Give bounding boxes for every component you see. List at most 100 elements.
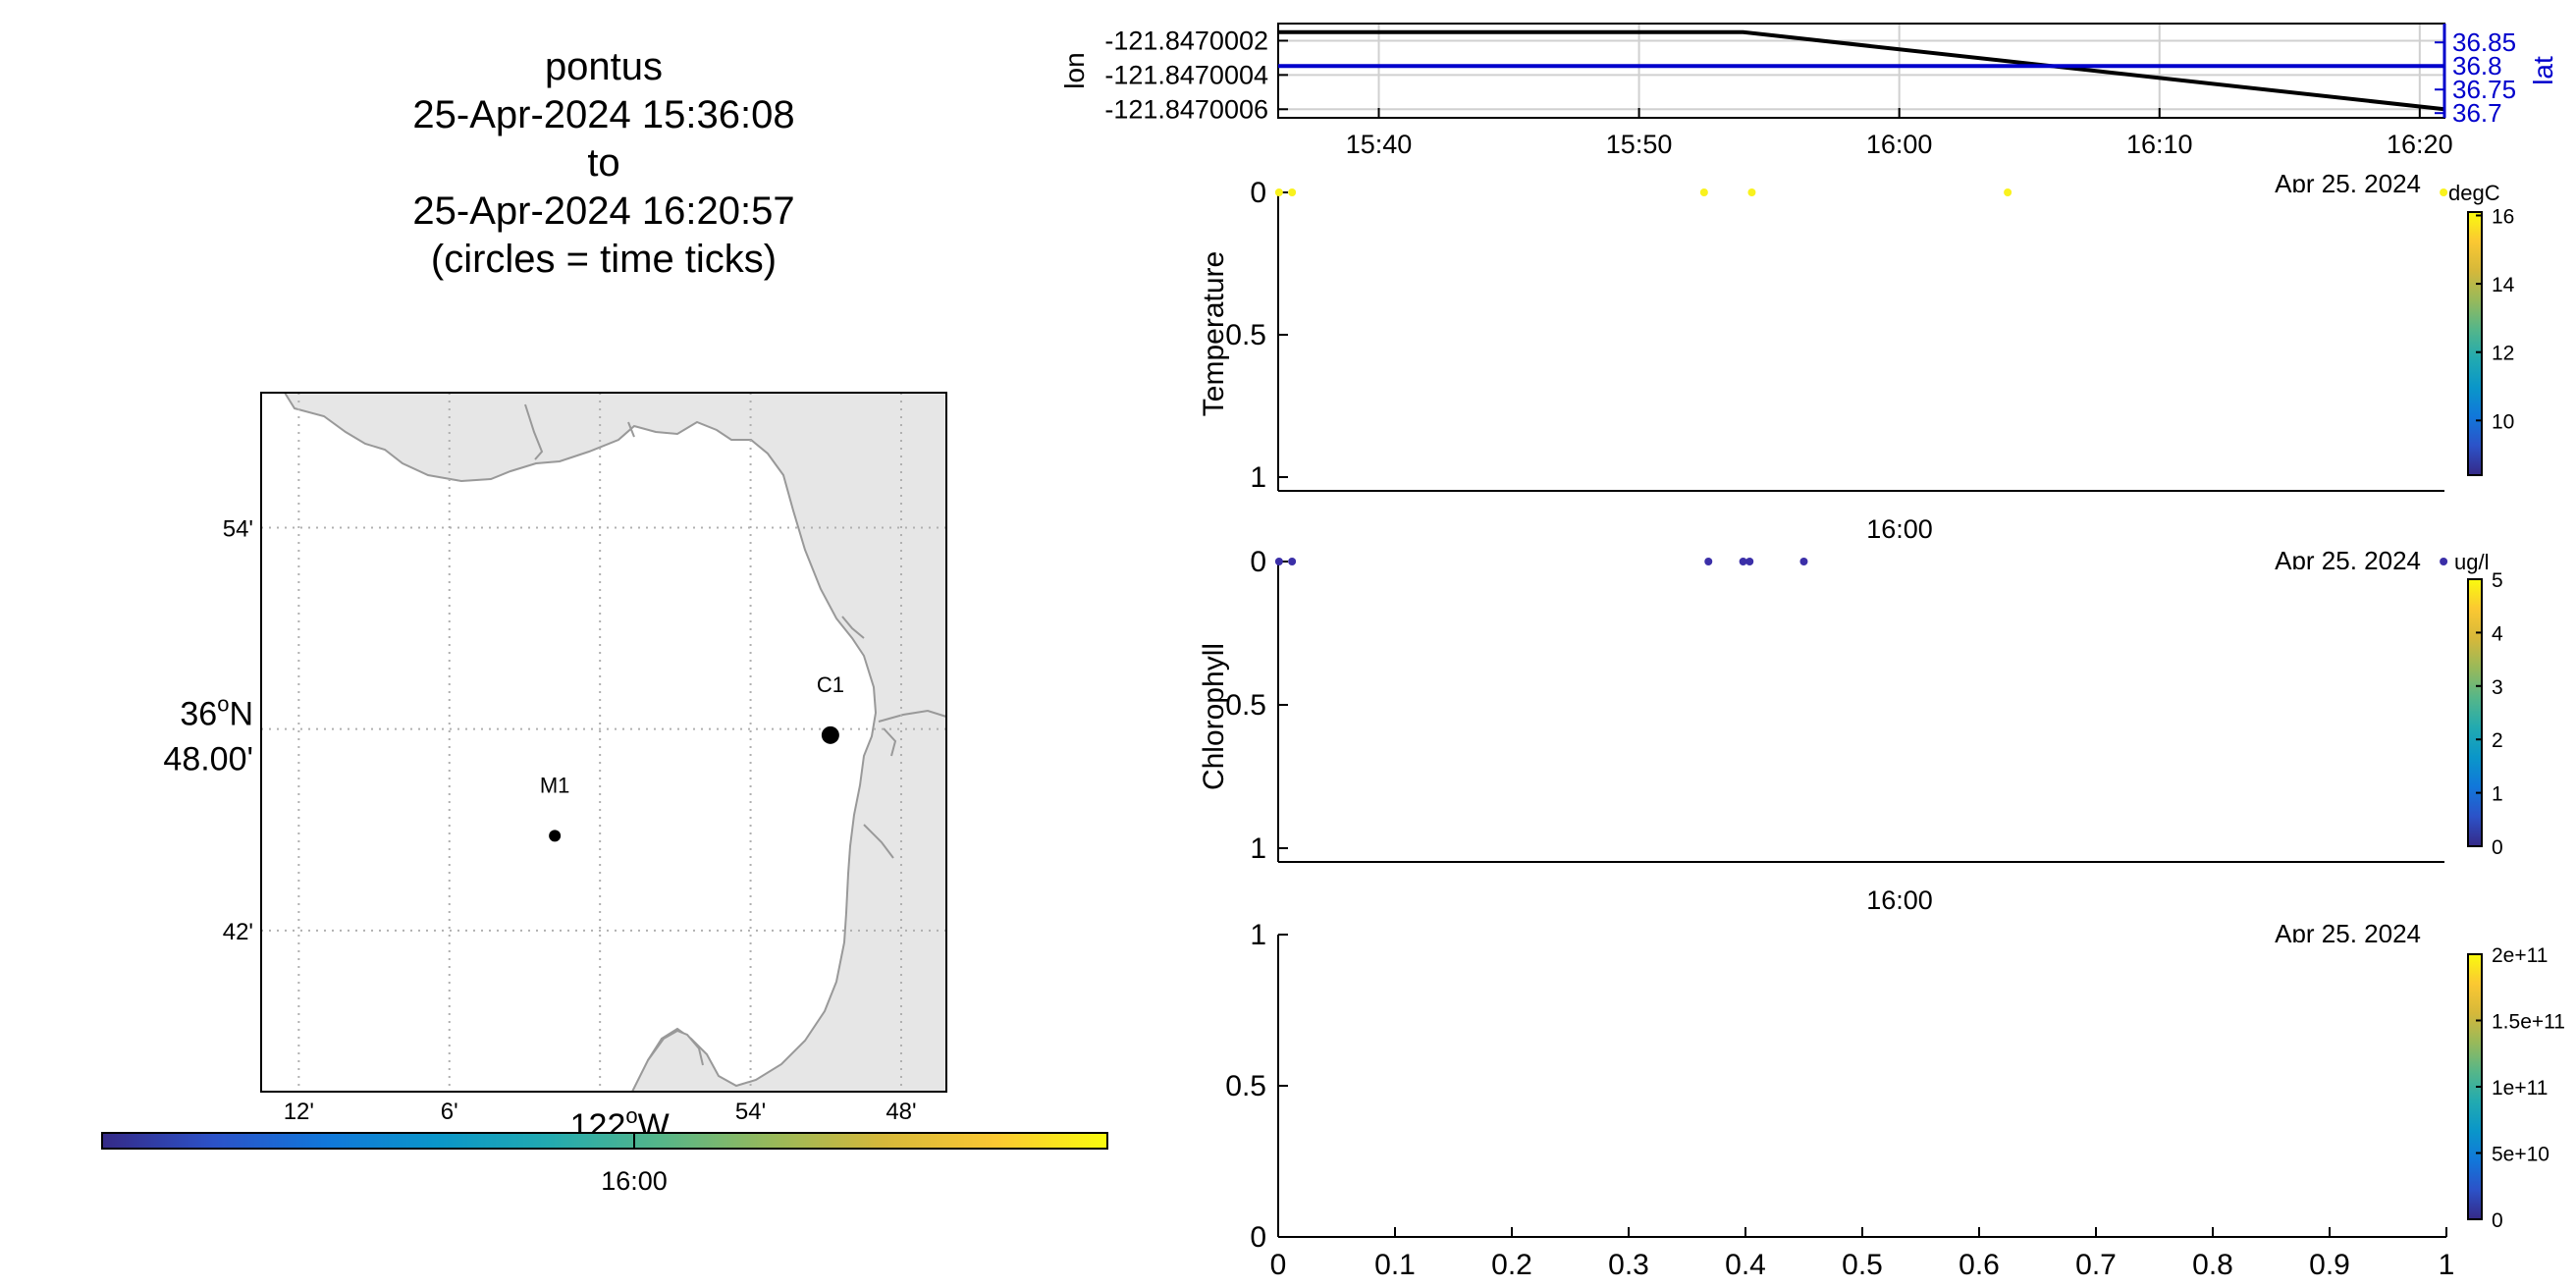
chlorophyll-x-tick-label: 16:00 — [1866, 886, 1933, 915]
chlorophyll-point — [1288, 558, 1297, 565]
empty-panel-x-ticks: 0 0.1 0.2 0.3 0.4 0.5 0.6 0.7 0.8 0.9 1 — [1270, 1227, 2454, 1281]
colorbar-tick-label: 0 — [2492, 836, 2503, 859]
chlorophyll-date-label: Apr 25, 2024 — [2275, 546, 2421, 575]
map-river-5 — [883, 727, 897, 757]
title-line-start: 25-Apr-2024 15:36:08 — [412, 93, 795, 136]
map-lon-tick-label: 48' — [886, 1099, 916, 1125]
y-tick-label: 0 — [1250, 546, 1266, 578]
chlorophyll-points — [1274, 558, 2448, 565]
map-stations: C1 M1 — [540, 672, 844, 842]
chlorophyll-colorbar: 5 4 3 2 1 0 ug/l — [2454, 550, 2503, 859]
empty-panel-y-ticks: 00.51 — [1225, 919, 1288, 1254]
chlorophyll-colorbar-bar — [2467, 578, 2483, 847]
x-tick-label: 0.2 — [1491, 1249, 1532, 1281]
x-tick-label: 0.8 — [2192, 1249, 2233, 1281]
empty-panel-colorbar: 2e+11 1.5e+11 1e+11 5e+10 0 — [2467, 944, 2565, 1232]
lat-tick-label: 36.85 — [2452, 27, 2516, 57]
y-tick-label: 0.5 — [1225, 319, 1266, 351]
lon-tick-label: -121.8470004 — [1104, 60, 1268, 89]
map-lat-center-minutes: 48.00' — [163, 741, 253, 778]
map-lat-tick-label: 54' — [223, 515, 253, 542]
lon-tick-label: -121.8470006 — [1104, 94, 1268, 124]
temperature-point — [1274, 188, 1283, 196]
chlorophyll-point — [1745, 558, 1754, 565]
lon-tick-label: -121.8470002 — [1104, 26, 1268, 55]
station-m1-marker — [549, 830, 562, 842]
empty-panel-date-label: Apr 25, 2024 — [2275, 919, 2421, 948]
x-tick-label: 0.9 — [2309, 1249, 2350, 1281]
title-line-end: 25-Apr-2024 16:20:57 — [412, 189, 795, 233]
map-lon-tick-label: 12' — [284, 1099, 314, 1125]
colorbar-tick-label: 10 — [2492, 410, 2514, 433]
position-time-tick-label: 16:00 — [1866, 130, 1933, 159]
temperature-x-tick-label: 16:00 — [1866, 514, 1933, 544]
colorbar-tick-label: 0 — [2492, 1209, 2503, 1232]
title-line-platform: pontus — [544, 45, 664, 88]
colorbar-tick-label: 1 — [2492, 783, 2503, 806]
lon-axis-ticks: -121.8470002 -121.8470004 -121.8470006 — [1104, 26, 1288, 124]
station-c1-label: C1 — [817, 672, 844, 697]
x-tick-label: 0.4 — [1725, 1249, 1766, 1281]
y-tick-label: 1 — [1250, 461, 1266, 494]
time-colorbar-bar — [101, 1132, 1108, 1150]
station-c1-marker — [821, 725, 839, 744]
x-tick-label: 0.6 — [1959, 1249, 2000, 1281]
map-lat-center-label: 36oN — [180, 692, 253, 733]
lon-axis-label: lon — [1059, 52, 1090, 88]
position-panel: -121.8470002 -121.8470004 -121.8470006 36.… — [1059, 23, 2558, 198]
chlorophyll-axis-label: Chlorophyll — [1198, 643, 1230, 790]
x-tick-label: 0.7 — [2075, 1249, 2117, 1281]
y-tick-label: 0 — [1250, 1221, 1266, 1254]
empty-panel: Apr 25, 2024 00.51 0 0.1 0.2 0.3 0.4 0.5 0.6 0.… — [1225, 919, 2565, 1281]
chlorophyll-point — [1799, 558, 1808, 565]
map-river-6 — [863, 824, 894, 859]
x-tick-label: 0.3 — [1608, 1249, 1649, 1281]
colorbar-tick-label: 5e+10 — [2492, 1144, 2549, 1166]
colorbar-tick-label: 1e+11 — [2492, 1077, 2548, 1100]
map-time-colorbar: 16:00 — [101, 1132, 1108, 1196]
lat-tick-label: 36.7 — [2452, 98, 2502, 128]
temperature-point — [2440, 188, 2448, 196]
y-tick-label: 0 — [1250, 177, 1266, 209]
x-tick-label: 0 — [1270, 1249, 1287, 1281]
map-lon-tick-label: 54' — [735, 1099, 766, 1125]
title-line-to: to — [587, 141, 620, 185]
position-time-tick-label: 15:40 — [1346, 130, 1413, 159]
figure-title: pontus 25-Apr-2024 15:36:08 to 25-Apr-20… — [353, 43, 854, 284]
y-tick-label: 1 — [1250, 919, 1266, 951]
chlorophyll-colorbar-unit: ug/l — [2454, 550, 2489, 574]
temperature-point — [1699, 188, 1708, 196]
temperature-point — [2004, 188, 2012, 196]
chlorophyll-colorbar-ticks: 5 4 3 2 1 0 — [2476, 569, 2503, 859]
colorbar-tick-label: 1.5e+11 — [2492, 1011, 2565, 1034]
map-point-pinos — [647, 1029, 704, 1066]
temperature-colorbar-unit: degC — [2448, 181, 2500, 205]
temperature-point — [1747, 188, 1756, 196]
station-m1-label: M1 — [540, 773, 570, 797]
chlorophyll-point — [1274, 558, 1283, 565]
x-tick-label: 0.1 — [1374, 1249, 1416, 1281]
y-tick-label: 1 — [1250, 832, 1266, 865]
temperature-axis-label: Temperature — [1198, 251, 1230, 416]
empty-panel-colorbar-ticks: 2e+11 1.5e+11 1e+11 5e+10 0 — [2476, 944, 2565, 1232]
position-time-tick-label: 15:50 — [1606, 130, 1673, 159]
lat-tick-label: 36.75 — [2452, 75, 2516, 104]
map-river-1 — [524, 403, 544, 460]
colorbar-tick-label: 12 — [2492, 343, 2514, 365]
colorbar-tick-label: 5 — [2492, 569, 2503, 592]
colorbar-tick-label: 2 — [2492, 729, 2503, 752]
position-time-tick-label: 16:10 — [2126, 130, 2193, 159]
colorbar-tick-label: 3 — [2492, 676, 2503, 699]
chlorophyll-point — [1704, 558, 1713, 565]
chlorophyll-plot-area — [1268, 550, 2446, 862]
position-axes-frame — [1277, 23, 2445, 119]
lat-axis-label: lat — [2528, 56, 2558, 85]
y-tick-label: 0.5 — [1225, 689, 1266, 722]
x-tick-label: 0.5 — [1842, 1249, 1883, 1281]
position-time-ticks: 15:40 15:50 16:00 16:10 16:20 — [1346, 108, 2453, 159]
chlorophyll-point — [2440, 558, 2448, 565]
temperature-colorbar: 16 14 12 10 degC — [2448, 181, 2515, 476]
